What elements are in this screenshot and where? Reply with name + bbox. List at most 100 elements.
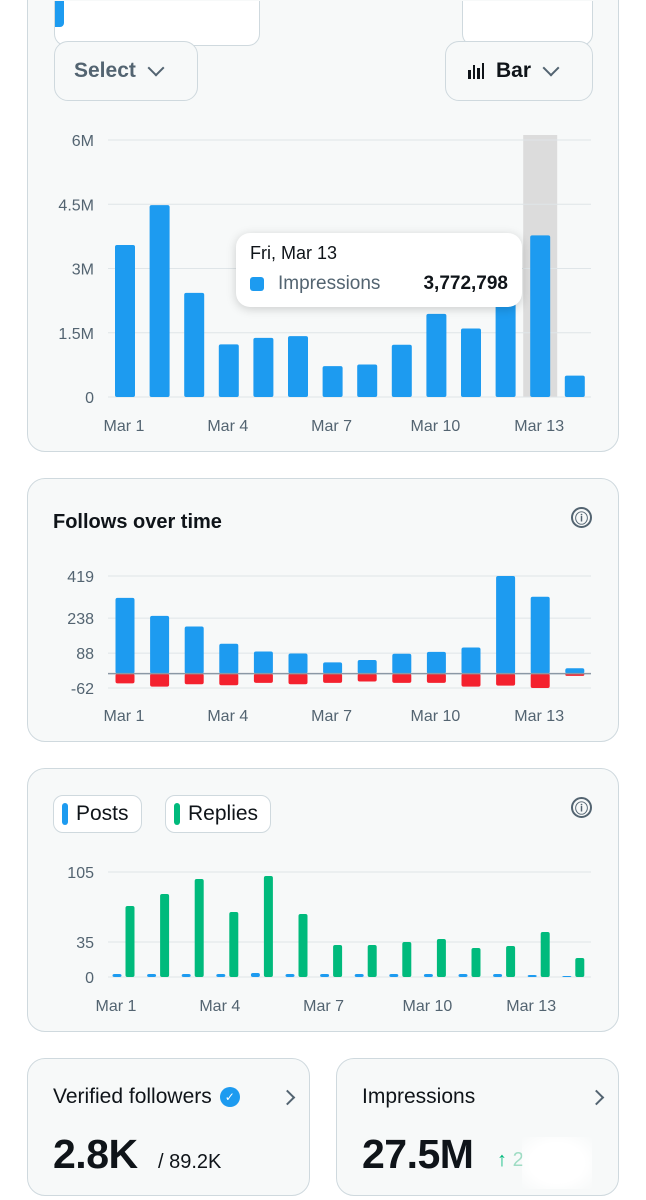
bar-negative [150,673,170,687]
secondary-selector-pill[interactable] [462,1,593,46]
x-tick-label: Mar 10 [411,708,461,725]
bar-positive [150,615,170,674]
tooltip-series-swatch [250,277,264,291]
x-tick-label: Mar 13 [514,418,564,435]
select-label: Select [74,59,136,82]
follows-bar-chart[interactable]: 419 238 88 -62 Mar 1 Mar 4 Mar 7 Mar 10 Mar 13 [28,479,620,743]
legend-toggle-posts[interactable]: Posts [53,795,142,833]
bar [253,337,274,397]
tooltip-series-label: Impressions [278,273,381,294]
x-tick-label: Mar 13 [514,708,564,725]
bar-posts [458,974,468,977]
chart-type-dropdown[interactable]: Bar [445,41,593,101]
bar [288,336,308,397]
bar-negative [323,673,343,683]
y-tick-label: 238 [67,611,94,628]
stat-value: 2.8K [53,1131,138,1177]
x-tick-label: Mar 10 [403,998,453,1015]
bar-posts [354,974,364,977]
bar-posts [112,974,122,977]
x-tick-label: Mar 7 [303,998,344,1015]
bar-negative [461,673,481,687]
chevron-right-icon[interactable] [588,1089,605,1106]
verified-badge-icon: ✓ [219,1087,240,1107]
bar [530,235,551,397]
bar-posts [423,974,433,977]
follows-over-time-card: Follows over time ⓘ 419 238 88 -62 Mar 1 Mar … [27,478,619,742]
impressions-stat-card[interactable]: Impressions 27.5M ↑ 2 [336,1058,619,1196]
bar-replies [436,939,446,977]
bar [564,375,585,397]
bar [218,344,239,397]
bar-posts [493,974,503,977]
bar [426,313,447,397]
y-tick-label: -62 [71,681,94,698]
y-tick-label: 0 [85,970,94,987]
legend-swatch-replies [174,803,180,825]
bar-negative [357,673,377,682]
y-tick-label: 419 [67,569,94,586]
stat-delta: ↑ 2 [497,1149,524,1172]
bar-chart-icon [468,63,484,79]
chart-tooltip: Fri, Mar 13 Impressions 3,772,798 [236,233,522,307]
y-tick-label: 4.5M [58,197,94,214]
legend-label-posts: Posts [76,802,129,825]
arrow-up-icon: ↑ [497,1149,507,1171]
bar [149,205,170,397]
bar-posts [147,974,157,977]
verified-followers-card[interactable]: Verified followers ✓ 2.8K / 89.2K [27,1058,310,1196]
bar-posts [181,974,191,977]
bar-positive [115,597,135,674]
y-tick-label: 105 [67,865,94,882]
bar-posts [250,973,260,977]
metric-selector-pill[interactable] [54,1,260,46]
bar-replies [298,914,308,977]
bar-posts [562,976,572,977]
info-icon[interactable]: ⓘ [571,797,592,818]
tooltip-value: 3,772,798 [423,273,508,294]
bar-replies [402,942,412,977]
bar-negative [392,673,412,683]
bar-replies [333,945,343,977]
chevron-right-icon[interactable] [279,1089,296,1106]
info-icon[interactable]: ⓘ [571,507,592,528]
posts-replies-card: Posts Replies ⓘ 105 35 0 Mar 1 Mar 4 Mar 7 Mar… [27,768,619,1032]
x-tick-label: Mar 10 [411,418,461,435]
x-tick-label: Mar 4 [207,708,248,725]
impressions-chart-card: Select Bar 6M 4.5M 3M 1.5M 0 Mar 1 Mar 4 Mar 7 M… [27,0,619,452]
bar-negative [253,673,273,683]
bar-posts [216,974,226,977]
x-tick-label: Mar 7 [311,708,352,725]
compare-select-dropdown[interactable]: Select [54,41,198,101]
stat-value: 27.5M [362,1131,474,1177]
bar-positive [530,596,550,674]
y-tick-label: 6M [72,133,94,150]
bar-positive [184,626,204,674]
bar-positive [565,668,585,674]
bar-positive [219,643,239,674]
legend-toggle-replies[interactable]: Replies [165,795,272,833]
bar-positive [288,653,308,674]
x-tick-label: Mar 4 [199,998,240,1015]
bar-posts [285,974,295,977]
bar-replies [263,876,273,977]
card-title: Follows over time [53,511,222,533]
stat-total: / 89.2K [158,1151,222,1173]
y-tick-label: 88 [76,646,94,663]
bar-negative [115,673,135,684]
bar-replies [125,906,135,977]
stat-title: Verified followers [53,1085,212,1108]
bar-replies [471,948,481,977]
x-tick-label: Mar 4 [207,418,248,435]
bar-posts [527,975,537,977]
bar-positive [253,651,273,674]
stat-title: Impressions [362,1085,476,1108]
chart-type-label: Bar [496,59,532,82]
impressions-bar-chart[interactable]: 6M 4.5M 3M 1.5M 0 Mar 1 Mar 4 Mar 7 Mar 10 Mar 13 [28,0,620,453]
bar-replies [229,912,239,977]
bar-replies [575,958,585,977]
bar-replies [160,894,170,977]
bar-negative [426,673,446,683]
bar-positive [496,576,516,674]
